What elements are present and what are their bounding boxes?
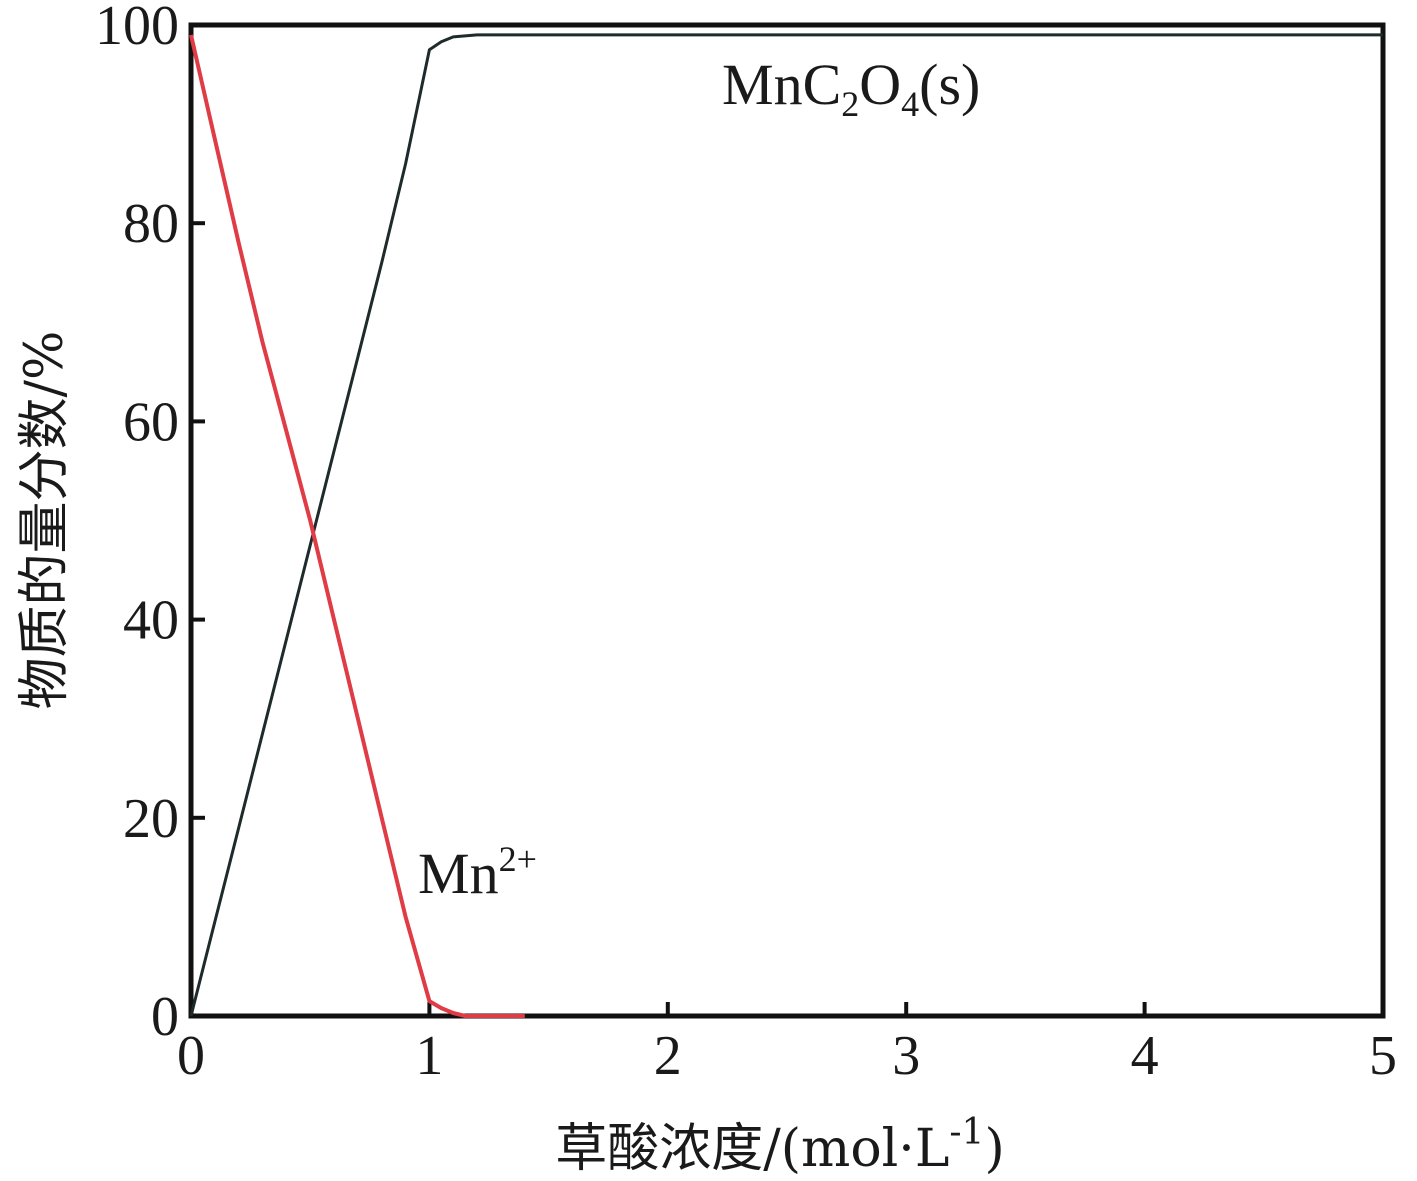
x-tick-label: 3 [892, 1025, 920, 1087]
y-axis-title: 物质的量分数/% [15, 331, 75, 710]
series-label-mnc2o4: MnC2O4(s) [722, 52, 980, 124]
y-axis-ticks: 0 20 40 60 80 100 [95, 0, 205, 1048]
x-tick-label: 1 [415, 1025, 443, 1087]
x-axis-title-end: ) [984, 1119, 1004, 1179]
x-axis-title-main: 草酸浓度/(mol·L [555, 1119, 949, 1179]
plot-frame [188, 22, 1386, 1019]
x-tick-label: 5 [1369, 1025, 1397, 1087]
x-tick-label: 4 [1131, 1025, 1159, 1087]
y-tick-label: 0 [151, 986, 179, 1048]
x-axis-ticks: 0 1 2 3 4 5 [177, 1002, 1397, 1087]
x-tick-label: 0 [177, 1025, 205, 1087]
series-line-mnc2o4 [189, 33, 1383, 1017]
plot-area: 0 20 40 60 80 100 0 1 2 3 4 5 [95, 0, 1397, 1087]
x-axis-title-exponent: -1 [949, 1112, 984, 1153]
series-line-mn2plus [189, 34, 525, 1018]
y-tick-label: 60 [123, 391, 179, 453]
series-lines [189, 33, 1383, 1018]
y-tick-label: 80 [123, 193, 179, 255]
x-axis-title: 草酸浓度/(mol·L-1) [555, 1112, 1005, 1179]
series-label-mn2plus: Mn2+ [418, 839, 537, 906]
x-tick-label: 2 [654, 1025, 682, 1087]
y-tick-label: 40 [123, 590, 179, 652]
y-tick-label: 100 [95, 0, 179, 57]
y-tick-label: 20 [123, 788, 179, 850]
